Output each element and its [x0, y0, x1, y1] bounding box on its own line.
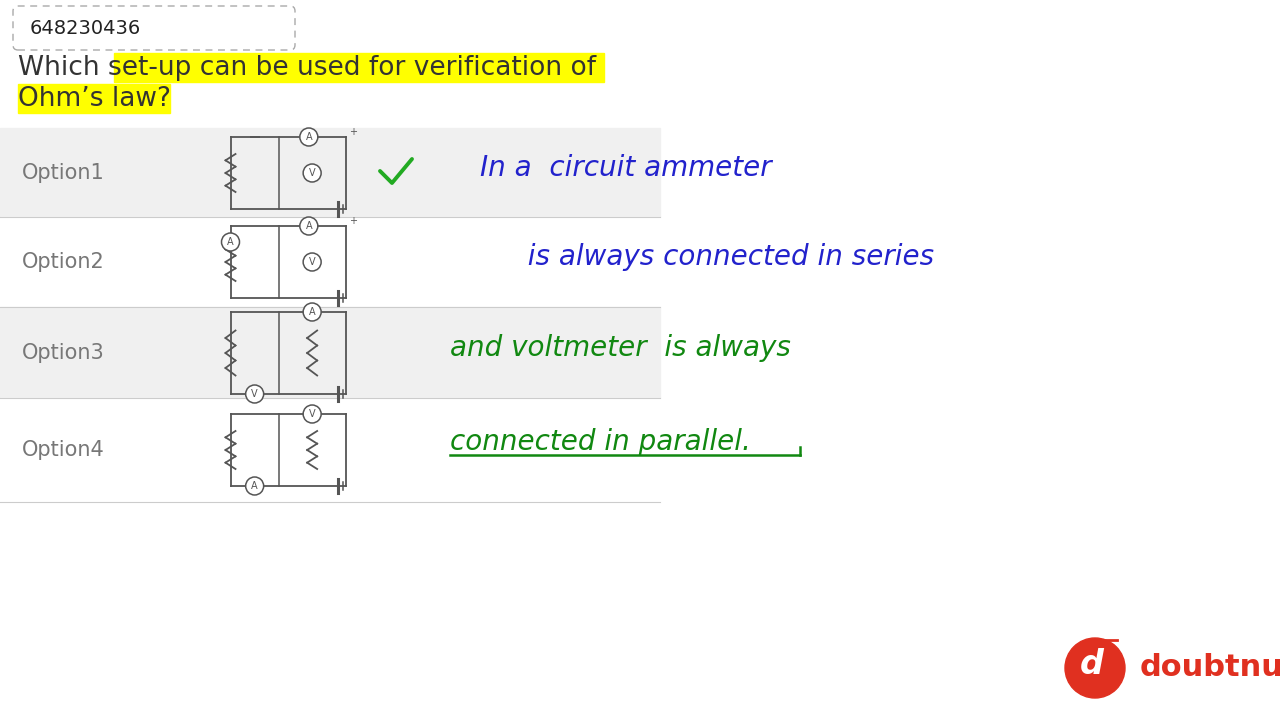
Text: A: A	[251, 481, 259, 491]
Text: +: +	[349, 127, 357, 137]
Text: doubtnut: doubtnut	[1140, 654, 1280, 683]
Text: Option2: Option2	[22, 252, 105, 272]
Text: Option4: Option4	[22, 440, 105, 460]
Bar	[18, 84, 170, 113]
Text: Which set-up can be used for verification of: Which set-up can be used for verificatio…	[18, 55, 596, 81]
Circle shape	[221, 233, 239, 251]
Bar	[0, 398, 660, 502]
Circle shape	[300, 128, 317, 146]
Text: A: A	[306, 132, 312, 142]
Circle shape	[1065, 638, 1125, 698]
Text: and voltmeter  is always: and voltmeter is always	[451, 334, 791, 362]
Bar	[0, 217, 660, 307]
Circle shape	[246, 477, 264, 495]
Bar	[0, 128, 660, 217]
Text: Ohm’s law?: Ohm’s law?	[18, 86, 172, 112]
Circle shape	[246, 385, 264, 403]
Text: Option1: Option1	[22, 163, 105, 183]
Text: A: A	[308, 307, 315, 317]
Text: Option3: Option3	[22, 343, 105, 363]
Circle shape	[303, 253, 321, 271]
Text: 648230436: 648230436	[29, 19, 141, 37]
Text: A: A	[227, 237, 234, 247]
Text: V: V	[308, 409, 315, 419]
Circle shape	[300, 217, 317, 235]
Text: V: V	[251, 389, 259, 399]
Text: V: V	[308, 257, 315, 267]
Text: In a  circuit ammeter: In a circuit ammeter	[480, 154, 772, 182]
Text: A: A	[306, 221, 312, 231]
Text: d: d	[1080, 649, 1103, 682]
Bar	[0, 307, 660, 398]
Text: V: V	[308, 168, 315, 178]
Circle shape	[303, 303, 321, 321]
Bar	[114, 53, 604, 82]
Circle shape	[303, 405, 321, 423]
Text: is always connected in series: is always connected in series	[509, 243, 934, 271]
FancyBboxPatch shape	[13, 6, 294, 50]
Text: connected in parallel.: connected in parallel.	[451, 428, 751, 456]
Text: +: +	[349, 216, 357, 226]
Circle shape	[303, 164, 321, 182]
